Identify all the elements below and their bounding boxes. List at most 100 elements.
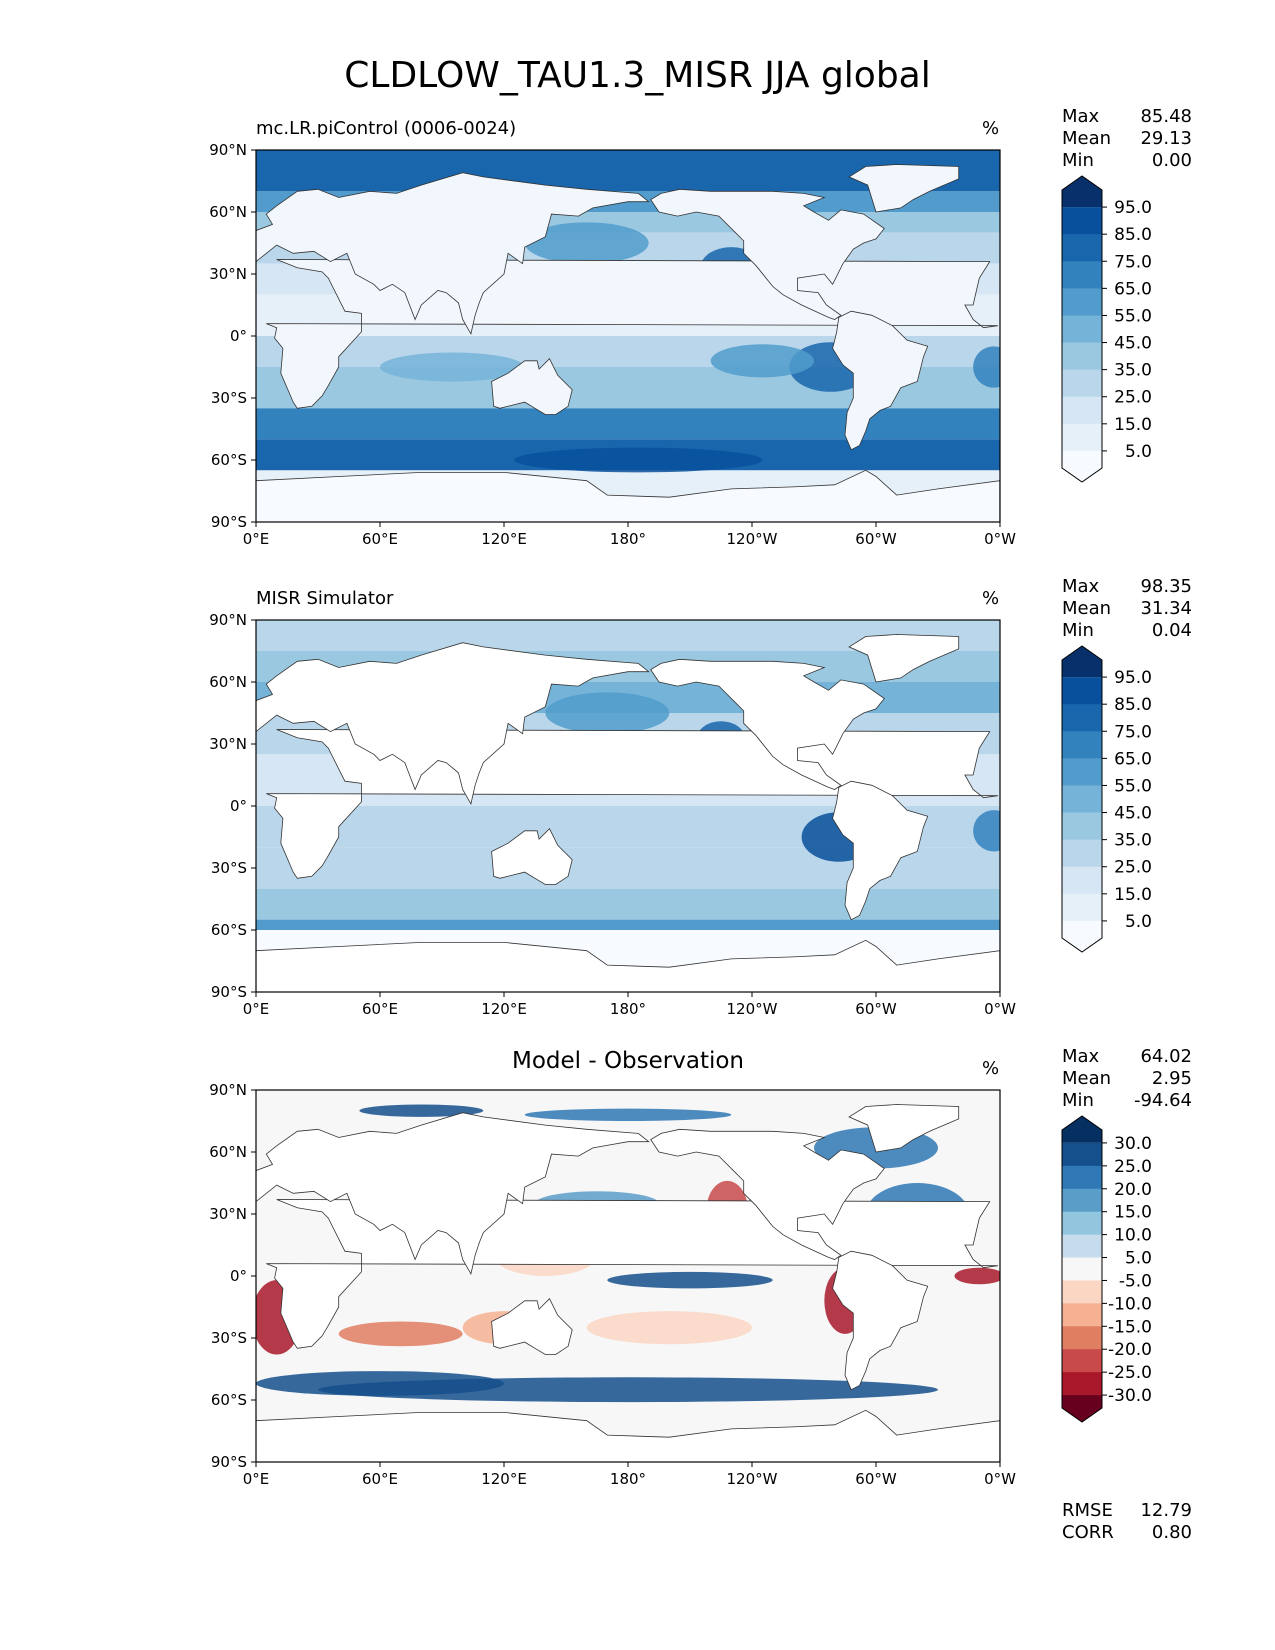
colorbar-segment — [1062, 812, 1102, 841]
stat-max-value: 98.35 — [1140, 576, 1192, 597]
x-tick-label: 0°E — [243, 1000, 270, 1018]
y-tick-label: 90°N — [209, 141, 247, 159]
colorbar-tick-label: 25.0 — [1114, 1157, 1152, 1177]
colorbar-tick-label: -10.0 — [1108, 1294, 1152, 1314]
colorbar-segment — [1062, 450, 1102, 482]
colorbar-tick-label: 15.0 — [1114, 1203, 1152, 1223]
contour-band — [256, 919, 1000, 930]
figure-title: CLDLOW_TAU1.3_MISR JJA global — [344, 55, 931, 96]
colorbar-segment — [1062, 369, 1102, 398]
colorbar-segment — [1062, 1372, 1102, 1396]
coastline-samerica — [832, 780, 929, 921]
stat-mean-value: 2.95 — [1151, 1068, 1192, 1089]
colorbar-segment — [1062, 342, 1102, 371]
contour-band — [256, 888, 1000, 920]
colorbar-tick-label: 30.0 — [1114, 1134, 1152, 1154]
colorbar-segment — [1062, 315, 1102, 344]
y-tick-label: 30°N — [209, 265, 247, 283]
unit-label: % — [982, 1058, 1000, 1079]
contour-blob — [954, 1267, 1000, 1285]
colorbar-segment — [1062, 261, 1102, 289]
x-tick-label: 0°E — [243, 1470, 270, 1488]
colorbar-tick-label: 85.0 — [1114, 695, 1152, 715]
map-area: 0°E 60°E 120°E 180° 120°W 60°W 0°W 90°N 60°N 30°N… — [209, 1081, 1016, 1488]
y-tick-label: 30°S — [211, 859, 247, 877]
x-tick-label: 120°W — [727, 530, 778, 548]
colorbar-segment — [1062, 234, 1102, 262]
coastline-greenland — [848, 1104, 960, 1153]
colorbar-tick-label: 10.0 — [1114, 1226, 1152, 1246]
y-tick-label: 90°N — [209, 1081, 247, 1099]
coastline-namerica — [650, 658, 885, 790]
y-tick-label: 90°S — [211, 1453, 247, 1471]
colorbar-segment — [1062, 1349, 1102, 1373]
contour-blob — [524, 222, 649, 264]
stat-mean-label: Mean — [1062, 128, 1112, 149]
colorbar-tick-label: 5.0 — [1125, 912, 1152, 932]
panel-observation: MISR Simulator % Max 98.35 Mean 31.34 Min 0… — [0, 576, 1275, 1058]
contour-blob — [973, 810, 1000, 852]
colorbar-segment — [1062, 646, 1102, 678]
contour-blob — [607, 1271, 773, 1289]
x-tick-label: 180° — [610, 530, 646, 548]
y-tick-label: 60°S — [211, 921, 247, 939]
colorbar-tick-label: 5.0 — [1125, 442, 1152, 462]
colorbar-tick-label: 35.0 — [1114, 831, 1152, 851]
coastline-eurasia — [256, 1112, 650, 1275]
colorbar-segment — [1062, 207, 1102, 235]
colorbar-segment — [1062, 1116, 1102, 1143]
x-tick-label: 120°E — [481, 1470, 527, 1488]
contour-blob — [973, 346, 1000, 388]
colorbar-segment — [1062, 1303, 1102, 1327]
coastline-greenland — [848, 634, 960, 683]
y-tick-label: 0° — [230, 327, 247, 345]
x-tick-label: 0°E — [243, 530, 270, 548]
colorbar-segment — [1062, 1188, 1102, 1213]
x-tick-label: 120°W — [727, 1470, 778, 1488]
contour-blob — [545, 692, 670, 734]
coastline-namerica — [650, 188, 885, 320]
colorbar-segment — [1062, 423, 1102, 452]
colorbar-segment — [1062, 866, 1102, 895]
x-tick-label: 120°W — [727, 1000, 778, 1018]
stat-max-value: 85.48 — [1140, 106, 1192, 127]
colorbar-tick-label: 55.0 — [1114, 776, 1152, 796]
x-tick-label: 60°E — [362, 1000, 398, 1018]
colorbar-tick-label: -15.0 — [1108, 1317, 1152, 1337]
colorbar-tick-label: 75.0 — [1114, 722, 1152, 742]
colorbar-segment — [1062, 1395, 1102, 1422]
colorbar-segment — [1062, 704, 1102, 732]
unit-label: % — [982, 118, 1000, 139]
x-tick-label: 60°E — [362, 530, 398, 548]
colorbar-segment — [1062, 920, 1102, 952]
colorbar-tick-label: 95.0 — [1114, 668, 1152, 688]
corr-label: CORR — [1062, 1522, 1114, 1543]
stat-mean-value: 29.13 — [1140, 128, 1192, 149]
colorbar-outline — [1061, 175, 1103, 483]
colorbar-tick-label: 20.0 — [1114, 1180, 1152, 1200]
coastline-samerica — [832, 1250, 929, 1391]
colorbar-tick-label: 25.0 — [1114, 858, 1152, 878]
colorbar-tick-label: -30.0 — [1108, 1386, 1152, 1406]
stat-min-label: Min — [1062, 620, 1094, 641]
colorbar-segment — [1062, 1211, 1102, 1236]
colorbar-tick-label: 35.0 — [1114, 361, 1152, 381]
x-tick-label: 0°W — [984, 1000, 1016, 1018]
contour-blob — [359, 1104, 484, 1117]
stat-min-value: 0.04 — [1151, 620, 1192, 641]
colorbar: 95.0 85.0 75.0 65.0 55.0 45.0 35.0 25.0 15.0 5.0 — [1061, 645, 1152, 953]
colorbar-tick-label: 15.0 — [1114, 885, 1152, 905]
colorbar-segment — [1062, 288, 1102, 316]
stat-min-label: Min — [1062, 150, 1094, 171]
colorbar-tick-label: 15.0 — [1114, 415, 1152, 435]
panel-difference: Model - Observation % Max 64.02 Mean 2.95 … — [0, 1046, 1275, 1543]
panel-title: MISR Simulator — [256, 588, 394, 609]
colorbar-tick-label: 45.0 — [1114, 334, 1152, 354]
coastline-eurasia — [256, 642, 650, 805]
colorbar-segment — [1062, 1280, 1102, 1304]
coastline-greenland — [848, 164, 960, 213]
coastline-namerica — [650, 1128, 885, 1260]
y-tick-label: 60°N — [209, 673, 247, 691]
stat-max-label: Max — [1062, 1046, 1100, 1067]
